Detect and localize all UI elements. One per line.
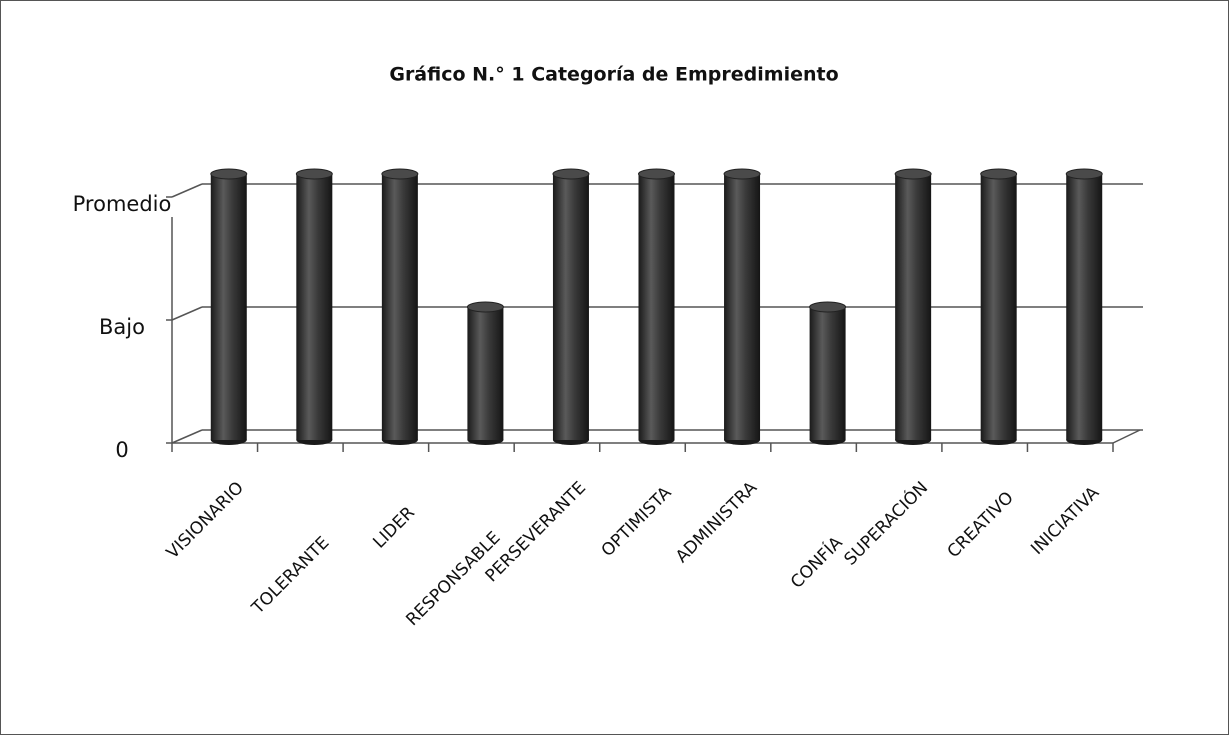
bar [381, 174, 418, 440]
bar [638, 174, 675, 440]
bar-top [638, 168, 675, 180]
bar-top [466, 301, 504, 313]
bar-top [894, 168, 932, 180]
y-tick-label: Promedio [73, 192, 172, 216]
bar [809, 307, 846, 440]
bar-top [809, 301, 847, 313]
bar-top [723, 168, 761, 180]
bar [552, 174, 589, 440]
y-tick-label: 0 [115, 438, 128, 462]
side-grid-line [171, 306, 203, 321]
bar-top [295, 168, 333, 180]
bar [296, 174, 333, 440]
bar-top [980, 168, 1018, 180]
y-tick-label: Bajo [99, 315, 145, 339]
bar [895, 174, 932, 440]
floor-edge [1112, 429, 1141, 444]
bar-top [552, 168, 590, 180]
bar [980, 174, 1017, 440]
bar [467, 307, 504, 440]
bar [724, 174, 761, 440]
bar-top [210, 168, 248, 180]
side-grid-line [171, 429, 203, 444]
bar-top [1065, 168, 1103, 180]
bar [210, 174, 247, 440]
bar [1066, 174, 1103, 440]
side-grid-line [171, 183, 203, 198]
bar-top [381, 168, 419, 180]
chart-title: Gráfico N.° 1 Categoría de Empredimiento [389, 64, 838, 86]
